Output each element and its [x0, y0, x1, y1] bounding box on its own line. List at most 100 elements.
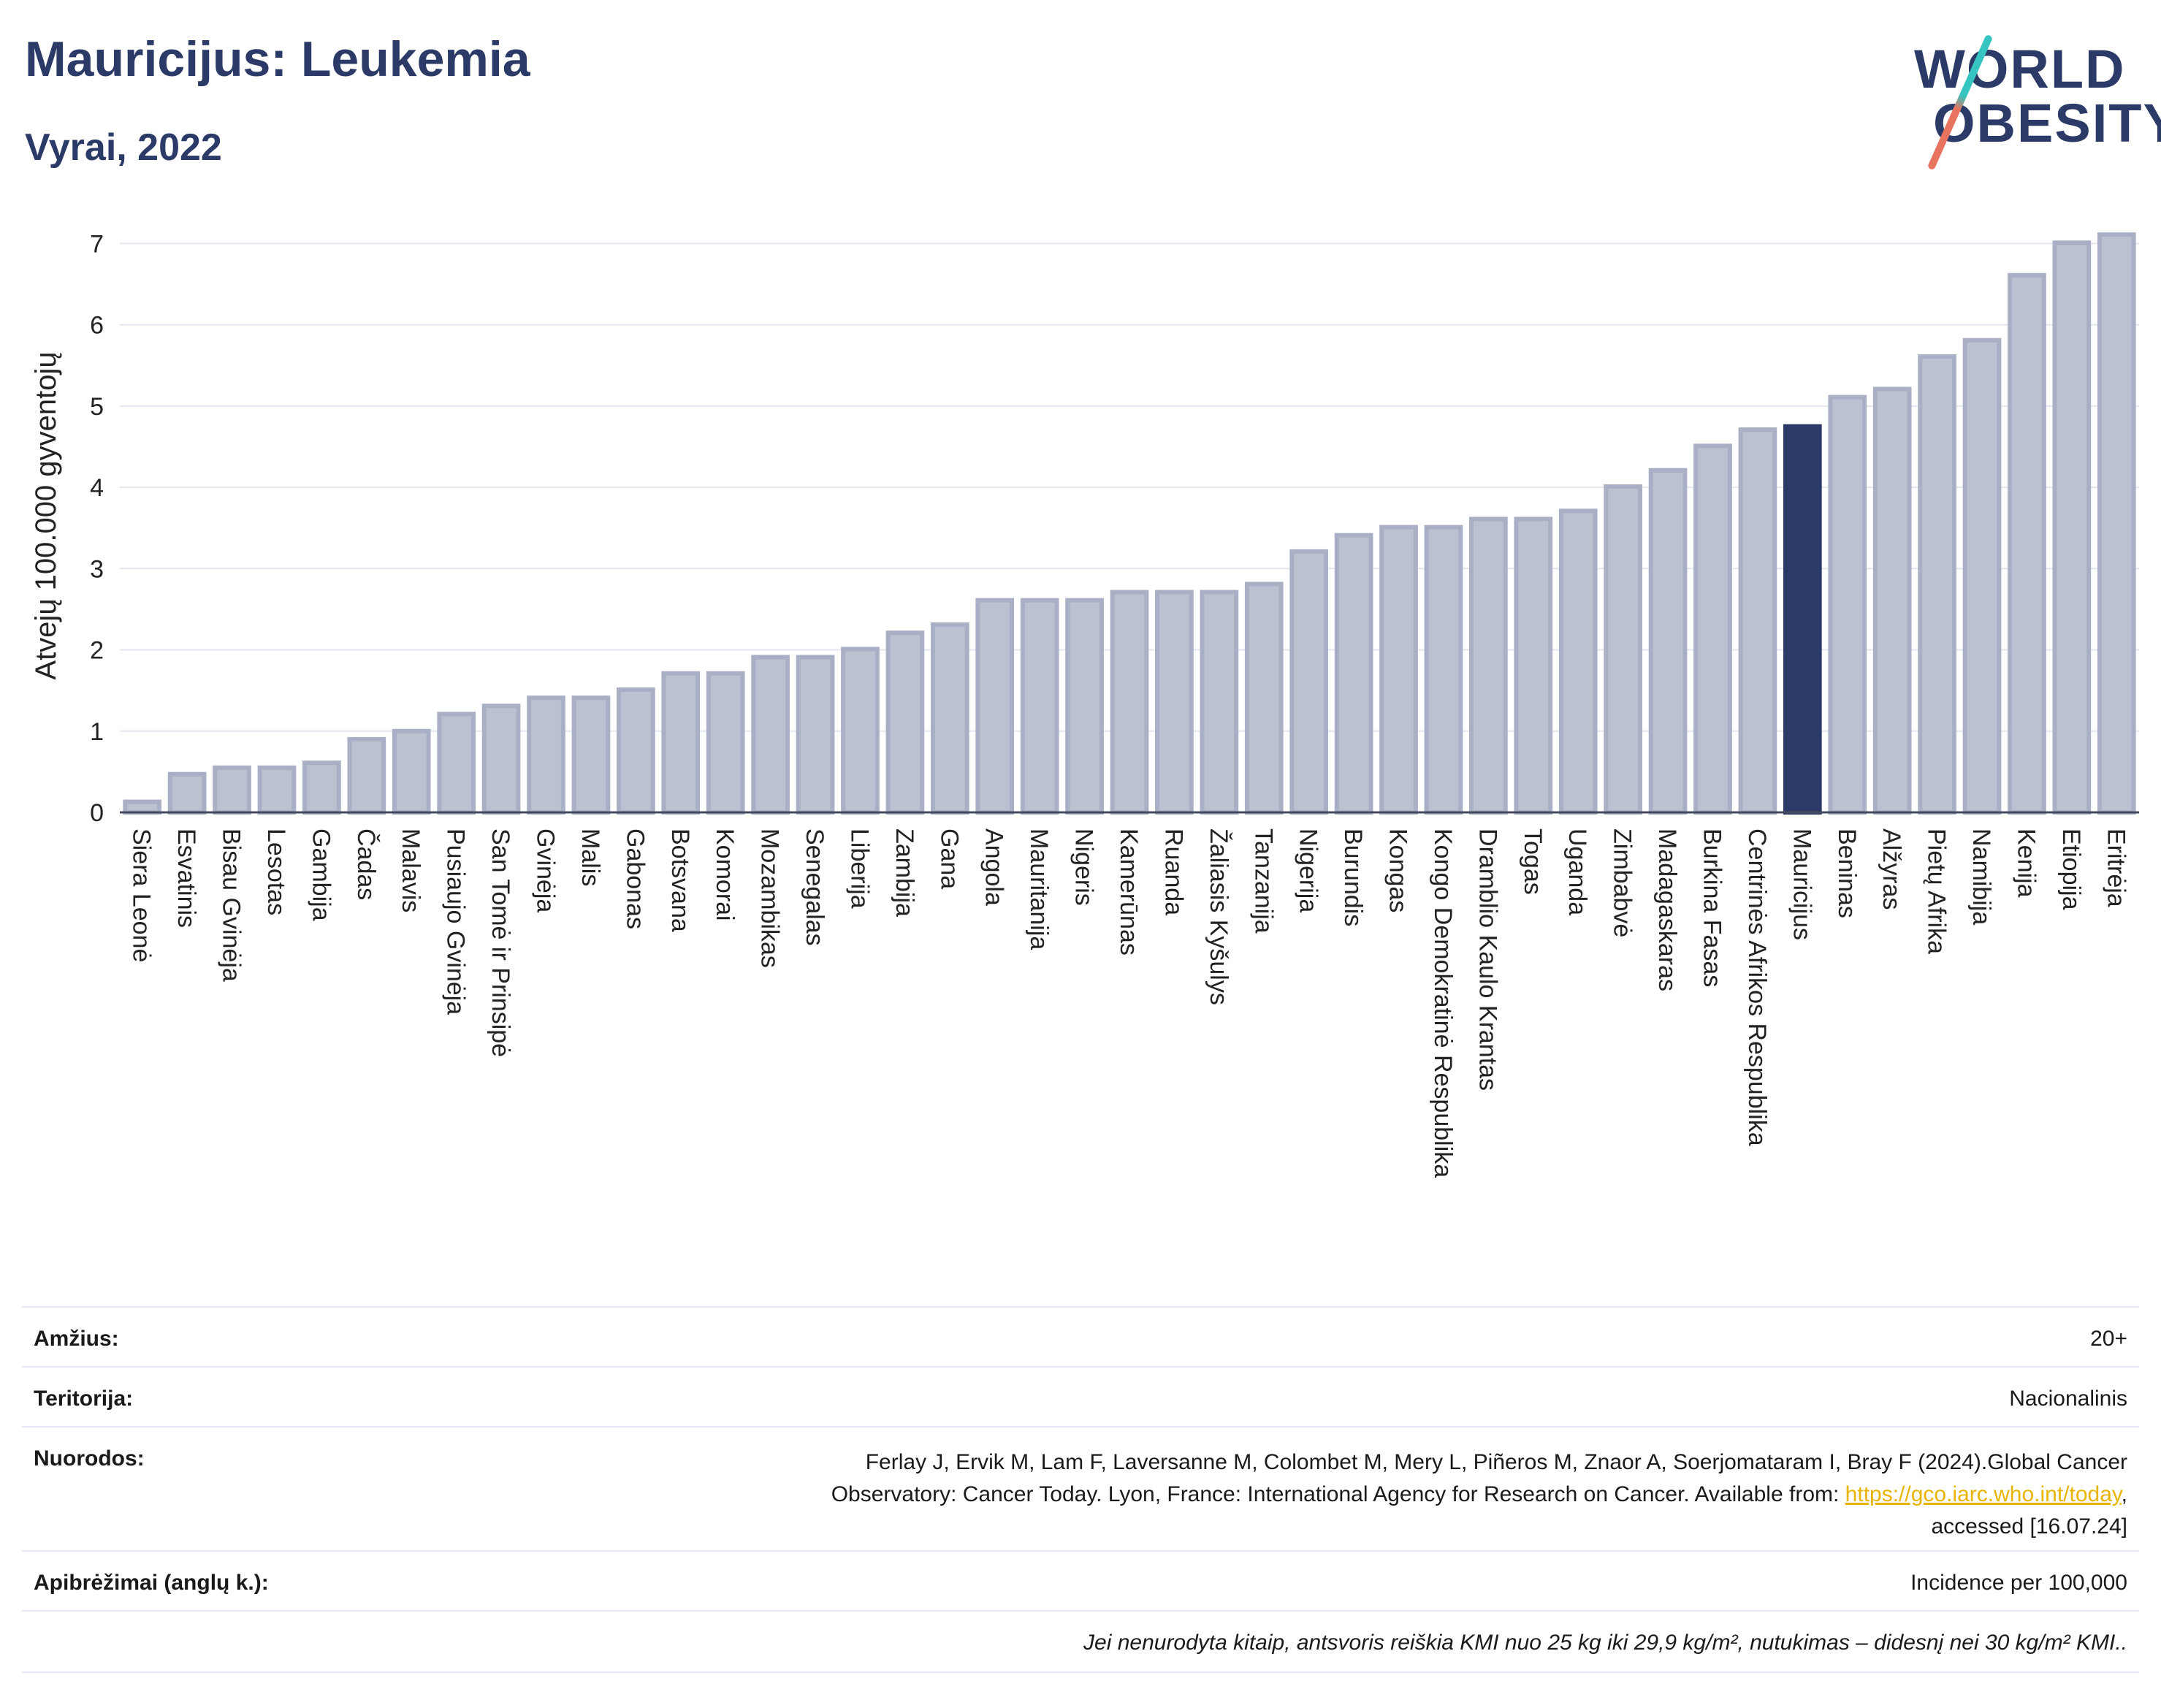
x-tick-label: Senegalas [801, 828, 828, 946]
bar [1738, 427, 1777, 815]
bar [1693, 443, 1732, 815]
x-tick-label: Etiopija [2057, 828, 2085, 910]
x-tick-label: Angola [980, 828, 1008, 906]
logo-line-2: OBESITY [1933, 93, 2161, 153]
bar [527, 695, 565, 815]
x-tick-label: Mozambikas [756, 828, 784, 968]
x-tick-label: Uganda [1563, 828, 1591, 915]
x-tick-label: Bisau Gvinėja [218, 828, 245, 982]
references-label: Nuorodos: [34, 1446, 145, 1471]
logo-line-1: WORLD [1914, 39, 2126, 99]
bar [617, 687, 655, 815]
bar-highlighted [1783, 424, 1822, 815]
x-tick-label: Gana [935, 828, 963, 889]
bar [2008, 272, 2046, 815]
bar [1558, 508, 1598, 815]
x-tick-label: Esvatinis [172, 828, 200, 928]
x-tick-label: Eritrėja [2102, 828, 2130, 907]
bar [796, 655, 835, 815]
x-tick-label: Mauritanija [1025, 828, 1053, 950]
meta-row-references: Nuorodos: Ferlay J, Ervik M, Lam F, Lave… [22, 1426, 2139, 1552]
territory-label: Teritorija: [34, 1387, 134, 1411]
y-tick-label: 4 [90, 474, 104, 502]
x-tick-label: Kongas [1384, 828, 1412, 912]
y-tick-label: 5 [90, 393, 104, 421]
x-tick-label: Žaliasis Kyšulys [1205, 828, 1232, 1005]
bar [1065, 598, 1104, 815]
x-tick-label: Čadas [352, 828, 380, 900]
x-tick-label: Botsvana [666, 828, 694, 932]
y-axis-title: Atvejų 100.000 gyventojų [30, 351, 62, 679]
x-tick-label: Pietų Afrika [1923, 828, 1951, 954]
x-tick-label: Ruanda [1159, 828, 1187, 915]
references-value: Ferlay J, Ervik M, Lam F, Laversanne M, … [831, 1446, 2127, 1543]
x-tick-label: Gabonas [621, 828, 649, 929]
references-link[interactable]: https://gco.iarc.who.int/today [1845, 1482, 2122, 1506]
y-tick-label: 3 [90, 555, 104, 583]
x-tick-label: Nigerija [1295, 828, 1322, 912]
bar [1514, 516, 1553, 815]
y-tick-label: 6 [90, 312, 104, 340]
x-tick-label: Zimbabvė [1609, 828, 1636, 937]
meta-row-note: Jei nenurodyta kitaip, antsvoris reiškia… [22, 1610, 2139, 1673]
references-line-1: Ferlay J, Ervik M, Lam F, Laversanne M, … [865, 1450, 2127, 1474]
x-tick-label: Mauricijus [1788, 828, 1815, 940]
x-tick-label: Namibija [1967, 828, 1995, 925]
territory-value: Nacionalinis [2009, 1387, 2127, 1411]
bar [930, 622, 969, 815]
bar [1962, 338, 2002, 815]
bar [1604, 484, 1642, 815]
note-text: Jei nenurodyta kitaip, antsvoris reiškia… [1083, 1631, 2127, 1655]
bar [1828, 394, 1867, 815]
bar [1648, 468, 1688, 815]
meta-row-definitions: Apibrėžimai (anglų k.): Incidence per 10… [22, 1550, 2139, 1612]
bar [1155, 590, 1194, 815]
world-obesity-logo: WORLD OBESITY [1892, 29, 2161, 171]
bar [1872, 386, 1912, 815]
bar [1289, 549, 1329, 815]
bar [571, 695, 611, 815]
x-tick-label: Kenija [2012, 828, 2040, 898]
page-subtitle: Vyrai, 2022 [25, 126, 222, 169]
x-tick-label: Togas [1519, 828, 1547, 895]
x-tick-label: Dramblio Kaulo Krantas [1474, 828, 1501, 1091]
definitions-value: Incidence per 100,000 [1910, 1571, 2127, 1595]
x-tick-label: Nigeris [1070, 828, 1098, 906]
y-tick-label: 7 [90, 230, 104, 258]
bar [1244, 582, 1284, 815]
y-tick-label: 0 [90, 799, 104, 827]
bar [1334, 533, 1373, 815]
bar [1424, 525, 1463, 815]
x-tick-label: Malavis [397, 828, 424, 912]
bar [347, 736, 386, 815]
references-line-2-end: , [2121, 1482, 2127, 1506]
bar [1379, 525, 1418, 815]
x-tick-label: Kamerūnas [1115, 828, 1143, 956]
x-tick-label: San Tomė ir Prinsipė [487, 828, 514, 1057]
page-title: Mauricijus: Leukemia [25, 31, 530, 87]
x-tick-label: Burkina Fasas [1698, 828, 1726, 987]
bar [975, 598, 1015, 815]
y-tick-label: 2 [90, 637, 104, 665]
x-tick-label: Liberija [845, 828, 873, 909]
x-tick-label: Madagaskaras [1653, 828, 1681, 991]
bar [302, 760, 341, 815]
x-tick-label: Siera Leonė [128, 828, 156, 962]
x-tick-label: Gvinėja [532, 828, 560, 912]
x-tick-label: Komorai [711, 828, 739, 921]
x-tick-label: Centrinės Afrikos Respublika [1743, 828, 1771, 1146]
age-value: 20+ [2090, 1327, 2127, 1351]
bar [1200, 590, 1239, 815]
bar [841, 647, 880, 815]
bar [213, 765, 251, 815]
bar [167, 771, 207, 815]
bar-chart: 0 1 2 3 4 5 6 7 Atvejų 100.000 gyventojų Siera Le… [30, 230, 2139, 1178]
bar [1918, 354, 1956, 815]
references-line-2-text: Observatory: Cancer Today. Lyon, France:… [831, 1482, 1845, 1506]
bar [1110, 590, 1149, 815]
bar [2097, 232, 2136, 815]
bar [751, 655, 790, 815]
bar [437, 712, 476, 815]
bar [1469, 516, 1508, 815]
bar [257, 765, 297, 815]
